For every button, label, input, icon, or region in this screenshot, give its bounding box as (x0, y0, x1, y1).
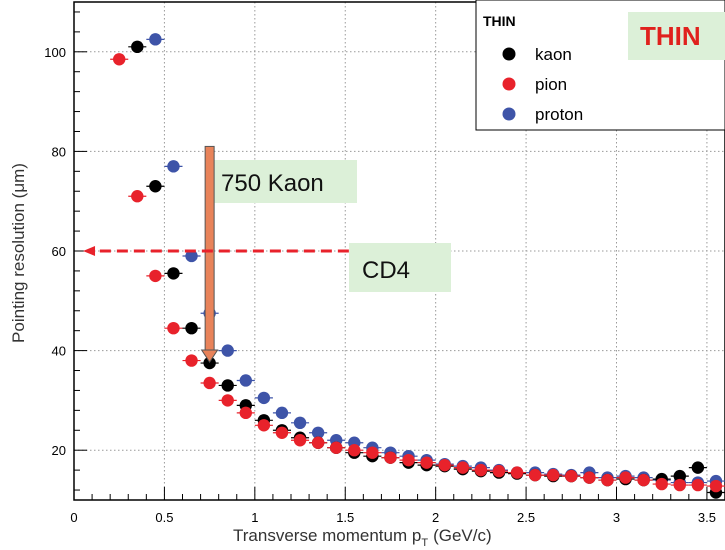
point-pion (221, 394, 234, 407)
x-axis-title-subscript: T (421, 537, 428, 549)
point-pion (456, 461, 469, 474)
x-tick-label: 0.5 (155, 510, 173, 525)
point-pion (185, 354, 198, 367)
data-points (110, 33, 725, 499)
legend-label-kaon: kaon (535, 45, 572, 64)
kaon-arrow-shaft (204, 145, 215, 352)
point-pion (311, 436, 325, 449)
point-kaon (185, 321, 198, 335)
point-pion (257, 419, 271, 432)
point-proton (311, 426, 325, 439)
cd4-callout: CD4 (362, 257, 410, 284)
cd4-arrow (83, 246, 349, 256)
point-proton (167, 160, 180, 173)
point-pion (113, 53, 126, 66)
point-kaon (149, 180, 162, 193)
point-pion (547, 468, 560, 482)
point-pion (673, 478, 686, 492)
y-tick-label: 20 (52, 443, 66, 458)
y-tick-labels: 20 40 60 80 100 (44, 45, 66, 458)
point-proton (185, 249, 198, 263)
point-pion (565, 469, 578, 483)
axis-ticks (73, 11, 725, 500)
point-pion (366, 446, 379, 459)
point-proton (275, 406, 289, 420)
point-kaon (131, 40, 144, 54)
x-axis-title-unit: (GeV/c) (433, 526, 492, 545)
point-pion (293, 434, 307, 447)
cd4-callout-box (349, 243, 451, 292)
y-tick-label: 100 (44, 45, 66, 60)
point-pion (330, 441, 343, 454)
y-tick-label: 80 (52, 144, 66, 159)
point-proton (239, 374, 252, 387)
x-tick-label: 1 (251, 510, 258, 525)
point-pion (402, 453, 415, 467)
point-pion (691, 478, 705, 492)
point-pion (131, 190, 144, 203)
x-tick-label: 3.5 (698, 510, 716, 525)
legend-marker-proton (502, 107, 516, 121)
point-proton (149, 33, 162, 46)
x-tick-label: 2 (432, 510, 439, 525)
point-pion (149, 269, 162, 283)
point-pion (510, 466, 524, 479)
cd4-arrow-head (83, 246, 96, 256)
point-pion (420, 456, 433, 469)
kaon-arrow-head (200, 349, 219, 363)
x-tick-label: 2.5 (517, 510, 535, 525)
point-pion (203, 376, 216, 390)
point-pion (619, 471, 632, 484)
point-pion (275, 426, 289, 439)
point-pion (655, 477, 668, 491)
legend-marker-kaon (502, 47, 516, 61)
kaon-callout-box (208, 160, 357, 203)
kaon-callout: 750 Kaon (221, 170, 324, 197)
x-tick-label: 3 (613, 510, 620, 525)
point-kaon (691, 461, 705, 474)
x-tick-labels: 0 0.5 1 1.5 2 2.5 3 3.5 (70, 510, 716, 525)
point-proton (293, 416, 307, 430)
y-tick-label: 40 (52, 344, 66, 359)
thin-tag: THIN (640, 21, 701, 51)
point-pion (438, 458, 451, 472)
point-kaon (221, 379, 234, 392)
point-pion (709, 479, 723, 493)
point-pion (239, 406, 252, 420)
point-proton (221, 344, 234, 357)
point-pion (601, 473, 614, 487)
legend-label-proton: proton (535, 105, 583, 124)
point-kaon (167, 267, 180, 280)
y-tick-label: 60 (52, 244, 66, 259)
point-pion (474, 463, 488, 477)
point-pion (167, 321, 180, 335)
x-tick-label: 0 (70, 510, 77, 525)
point-pion (384, 451, 397, 464)
kaon-arrow (200, 145, 219, 363)
x-axis-title: Transverse momentum pT (GeV/c) (233, 526, 492, 549)
point-pion (528, 468, 542, 482)
point-pion (348, 444, 361, 457)
point-kaon (203, 356, 216, 370)
legend-title: THIN (483, 13, 516, 29)
point-pion (637, 473, 650, 487)
point-pion (492, 464, 506, 478)
y-axis-title: Pointing resolution (μm) (9, 163, 28, 343)
point-pion (583, 471, 596, 484)
x-tick-label: 1.5 (336, 510, 354, 525)
point-kaon (673, 469, 686, 483)
point-proton (257, 391, 271, 405)
legend-label-pion: pion (535, 75, 567, 94)
legend-marker-pion (502, 77, 516, 91)
thin-tag-box (628, 12, 725, 60)
